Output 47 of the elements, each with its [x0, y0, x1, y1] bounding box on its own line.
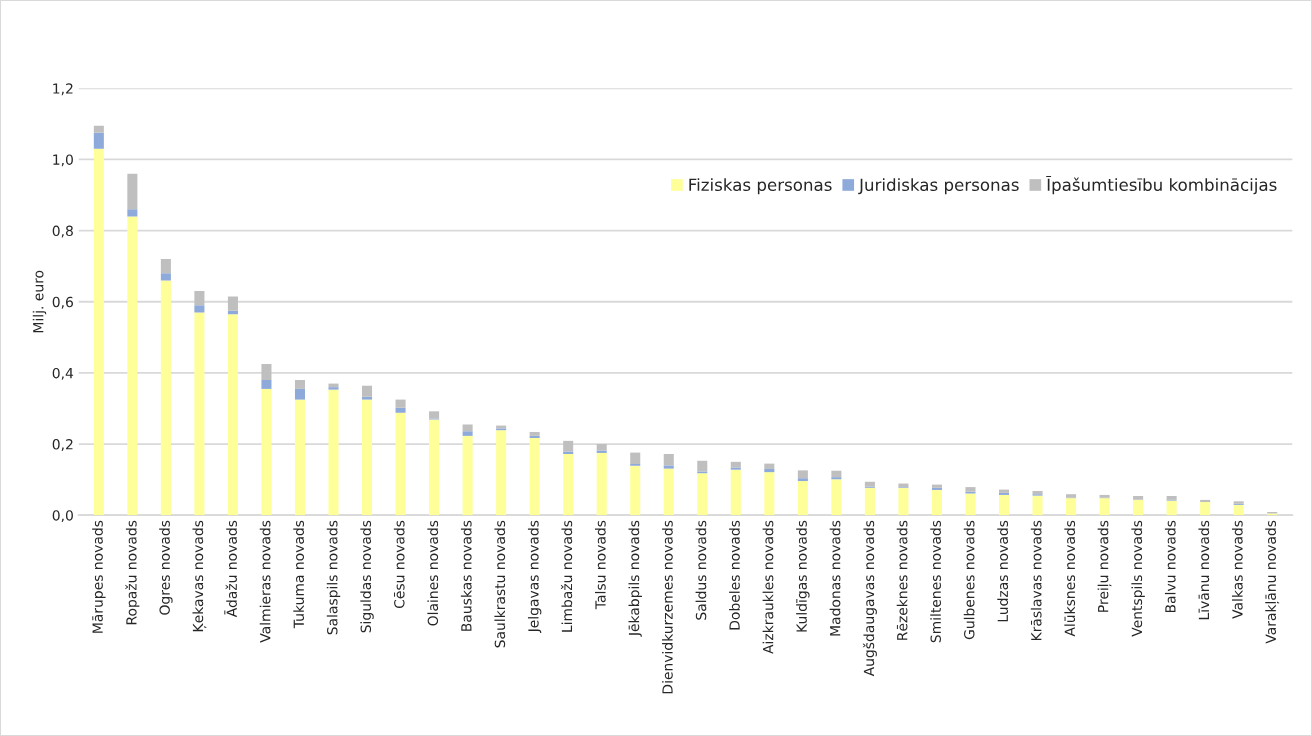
x-tick-label: Ludzas novads — [997, 520, 1009, 622]
x-tick-label: Ādažu novads — [224, 520, 237, 618]
x-tick-label: Ķekavas novads — [192, 520, 207, 632]
x-tick-label: Jēkabpils novads — [628, 520, 642, 637]
x-tick-label: Valmieras novads — [259, 520, 271, 643]
x-tick-label: Alūksnes novads — [1064, 520, 1076, 637]
y-tick-label: 1,0 — [53, 154, 73, 167]
y-axis-title: Milj. euro — [32, 270, 47, 333]
x-tick-label: Saldus novads — [695, 520, 707, 620]
x-tick-label: Valkas novads — [1231, 520, 1243, 619]
x-tick-label: Ventspils novads — [1131, 520, 1145, 637]
x-tick-label: Madonas novads — [829, 520, 841, 636]
y-tick-label: 0,8 — [52, 225, 73, 238]
y-tick-label: 0,2 — [52, 439, 73, 451]
x-tick-label: Dienvidkurzemes novads — [662, 520, 673, 694]
x-tick-label: Krāslavas novads — [1030, 520, 1042, 641]
x-tick-label: Ropažu novads — [125, 520, 140, 625]
legend-label: Īpašumtiesību kombinācijas — [1046, 175, 1277, 195]
x-tick-label: Salaspils novads — [326, 520, 341, 635]
y-tick-label: 0,6 — [52, 296, 73, 309]
x-tick-label: Jelgavas novads — [527, 520, 542, 634]
y-tick-label: 0,4 — [52, 367, 74, 380]
y-tick-label: 1,2 — [53, 83, 73, 96]
x-tick-label: Siguldas novads — [360, 520, 374, 633]
x-tick-label: Talsu novads — [594, 520, 606, 610]
x-tick-label: Preiļu novads — [1097, 520, 1112, 612]
x-tick-label: Balvu novads — [1164, 520, 1176, 613]
x-tick-label: Tukuma novads — [293, 520, 305, 629]
x-tick-label: Augšdaugavas novads — [862, 520, 877, 677]
legend-label: Fiziskas personas — [689, 178, 832, 195]
x-tick-label: Cēsu novads — [393, 520, 405, 609]
x-tick-label: Gulbenes novads — [963, 520, 975, 640]
legend-label: Juridiskas personas — [858, 178, 1019, 195]
x-tick-label: Varakļānu novads — [1265, 520, 1280, 644]
x-tick-label: Līvānu novads — [1198, 520, 1210, 620]
x-tick-label: Ogres novads — [159, 520, 173, 615]
x-tick-label: Olaines novads — [427, 520, 439, 626]
x-tick-label: Smiltenes novads — [930, 520, 941, 643]
x-tick-label: Kuldīgas novads — [796, 520, 810, 632]
x-tick-label: Rēzeknes novads — [896, 520, 908, 640]
x-tick-label: Saulkrastu novads — [494, 520, 506, 648]
x-tick-label: Limbažu novads — [560, 520, 573, 632]
x-tick-label: Bauskas novads — [460, 520, 472, 631]
x-tick-label: Mārupes novads — [92, 520, 106, 633]
y-tick-label: 0,0 — [52, 510, 73, 523]
x-tick-label: Dobeles novads — [729, 520, 740, 630]
x-tick-label: Aizkraukles novads — [762, 520, 774, 654]
